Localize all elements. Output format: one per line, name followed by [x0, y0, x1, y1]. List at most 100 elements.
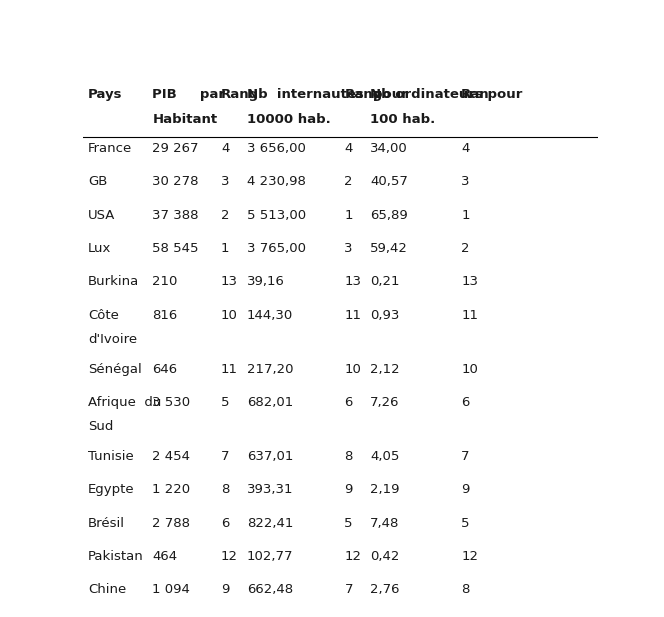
- Text: Sud: Sud: [88, 420, 114, 433]
- Text: 0,93: 0,93: [370, 308, 400, 321]
- Text: 3: 3: [461, 175, 469, 188]
- Text: 3: 3: [221, 175, 230, 188]
- Text: 12: 12: [461, 550, 478, 563]
- Text: Burkina: Burkina: [88, 275, 139, 288]
- Text: 4,05: 4,05: [370, 450, 400, 463]
- Text: Brésil: Brésil: [88, 516, 125, 529]
- Text: 34,00: 34,00: [370, 142, 408, 155]
- Text: 210: 210: [153, 275, 178, 288]
- Text: 3 765,00: 3 765,00: [246, 242, 305, 255]
- Text: 816: 816: [153, 308, 178, 321]
- Text: 7,48: 7,48: [370, 516, 400, 529]
- Text: 822,41: 822,41: [246, 516, 293, 529]
- Text: 637,01: 637,01: [246, 450, 293, 463]
- Text: 5 513,00: 5 513,00: [246, 209, 305, 222]
- Text: 5: 5: [221, 396, 230, 409]
- Text: Ran: Ran: [461, 88, 490, 101]
- Text: 30 278: 30 278: [153, 175, 199, 188]
- Text: 662,48: 662,48: [246, 583, 293, 596]
- Text: 4: 4: [461, 142, 469, 155]
- Text: 2,12: 2,12: [370, 363, 400, 376]
- Text: 12: 12: [345, 550, 361, 563]
- Text: 0,21: 0,21: [370, 275, 400, 288]
- Text: 0,42: 0,42: [370, 550, 400, 563]
- Text: Habitant: Habitant: [153, 113, 218, 126]
- Text: Nb  internautes  pour: Nb internautes pour: [246, 88, 408, 101]
- Text: Pakistan: Pakistan: [88, 550, 144, 563]
- Text: Egypte: Egypte: [88, 483, 135, 496]
- Text: Nb ordinateurs pour: Nb ordinateurs pour: [370, 88, 523, 101]
- Text: 2: 2: [221, 209, 230, 222]
- Text: Sénégal: Sénégal: [88, 363, 142, 376]
- Text: 2,19: 2,19: [370, 483, 400, 496]
- Text: 2: 2: [461, 242, 469, 255]
- Text: Rang: Rang: [345, 88, 382, 101]
- Text: d'Ivoire: d'Ivoire: [88, 333, 137, 346]
- Text: 3: 3: [345, 242, 353, 255]
- Text: PIB     par: PIB par: [153, 88, 226, 101]
- Text: 10000 hab.: 10000 hab.: [246, 113, 331, 126]
- Text: 11: 11: [221, 363, 238, 376]
- Text: 11: 11: [461, 308, 478, 321]
- Text: 10: 10: [345, 363, 361, 376]
- Text: 7: 7: [345, 583, 353, 596]
- Text: Tunisie: Tunisie: [88, 450, 134, 463]
- Text: 39,16: 39,16: [246, 275, 284, 288]
- Text: 10: 10: [221, 308, 238, 321]
- Text: 65,89: 65,89: [370, 209, 408, 222]
- Text: 8: 8: [461, 583, 469, 596]
- Text: USA: USA: [88, 209, 116, 222]
- Text: 646: 646: [153, 363, 177, 376]
- Text: Rang: Rang: [221, 88, 259, 101]
- Text: 7: 7: [461, 450, 469, 463]
- Text: 8: 8: [345, 450, 353, 463]
- Text: 1: 1: [345, 209, 353, 222]
- Text: GB: GB: [88, 175, 108, 188]
- Text: 6: 6: [345, 396, 353, 409]
- Text: 4: 4: [345, 142, 353, 155]
- Text: 464: 464: [153, 550, 177, 563]
- Text: Lux: Lux: [88, 242, 112, 255]
- Text: 6: 6: [461, 396, 469, 409]
- Text: 3 530: 3 530: [153, 396, 191, 409]
- Text: 12: 12: [221, 550, 238, 563]
- Text: 102,77: 102,77: [246, 550, 293, 563]
- Text: 8: 8: [221, 483, 229, 496]
- Text: 217,20: 217,20: [246, 363, 293, 376]
- Text: 9: 9: [461, 483, 469, 496]
- Text: 1: 1: [461, 209, 469, 222]
- Text: 2: 2: [345, 175, 353, 188]
- Text: Côte: Côte: [88, 308, 119, 321]
- Text: 6: 6: [221, 516, 229, 529]
- Text: 9: 9: [345, 483, 353, 496]
- Text: Afrique  du: Afrique du: [88, 396, 161, 409]
- Text: 682,01: 682,01: [246, 396, 293, 409]
- Text: 13: 13: [345, 275, 361, 288]
- Text: 3 656,00: 3 656,00: [246, 142, 305, 155]
- Text: France: France: [88, 142, 132, 155]
- Text: 13: 13: [221, 275, 238, 288]
- Text: 5: 5: [345, 516, 353, 529]
- Text: 1 094: 1 094: [153, 583, 191, 596]
- Text: 393,31: 393,31: [246, 483, 293, 496]
- Text: 1 220: 1 220: [153, 483, 191, 496]
- Text: Chine: Chine: [88, 583, 126, 596]
- Text: 9: 9: [221, 583, 229, 596]
- Text: 58 545: 58 545: [153, 242, 199, 255]
- Text: 59,42: 59,42: [370, 242, 408, 255]
- Text: 7,26: 7,26: [370, 396, 400, 409]
- Text: 11: 11: [345, 308, 361, 321]
- Text: 2,76: 2,76: [370, 583, 400, 596]
- Text: 13: 13: [461, 275, 478, 288]
- Text: Pays: Pays: [88, 88, 123, 101]
- Text: 1: 1: [221, 242, 230, 255]
- Text: 4: 4: [221, 142, 229, 155]
- Text: 29 267: 29 267: [153, 142, 199, 155]
- Text: 7: 7: [221, 450, 230, 463]
- Text: 37 388: 37 388: [153, 209, 199, 222]
- Text: 2 788: 2 788: [153, 516, 191, 529]
- Text: 100 hab.: 100 hab.: [370, 113, 436, 126]
- Text: 4 230,98: 4 230,98: [246, 175, 305, 188]
- Text: 5: 5: [461, 516, 469, 529]
- Text: 10: 10: [461, 363, 478, 376]
